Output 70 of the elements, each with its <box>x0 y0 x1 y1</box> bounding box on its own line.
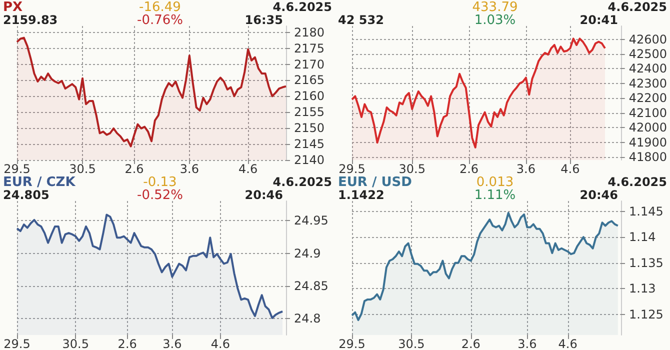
y-tick-label: 24.9 <box>294 246 321 260</box>
annotation: -0.76% <box>137 13 183 28</box>
x-tick-label: 4.6 <box>238 162 258 176</box>
y-tick-label: 2145 <box>294 137 325 152</box>
text: 4.6.2025 <box>608 175 667 189</box>
y-tick-label: 2140 <box>294 153 325 167</box>
y-tick-label: 2165 <box>294 73 325 88</box>
y-tick-label: 41900 <box>628 135 668 150</box>
annotation: -0.52% <box>137 188 183 203</box>
x-tick-label: 30.5 <box>398 337 425 350</box>
y-tick-label: 1.13 <box>629 282 656 296</box>
x-tick-label: 29.5 <box>4 337 30 350</box>
y-tick-label: 2180 <box>294 25 325 40</box>
annotation: 2159.83 <box>3 13 58 27</box>
y-tick-label: 2160 <box>294 89 325 104</box>
chart-title: EUR / CZK <box>3 175 76 190</box>
annotation: 24.805 <box>3 188 50 202</box>
text: -0.13 <box>143 175 177 190</box>
y-tick-label: 42400 <box>628 62 668 76</box>
y-tick-label: 42500 <box>628 46 668 61</box>
y-tick-label: 42600 <box>628 32 668 46</box>
x-tick-label: 3.6 <box>516 162 536 176</box>
x-tick-label: 30.5 <box>398 162 426 176</box>
y-tick-label: 42000 <box>628 120 668 135</box>
annotation: 20:41 <box>580 13 618 27</box>
text: 433.79 <box>472 0 518 15</box>
chart-title: PX <box>3 0 23 15</box>
x-tick-label: 30.5 <box>62 337 89 350</box>
y-tick-label: 24.8 <box>294 312 321 326</box>
y-tick-label: 2175 <box>294 41 325 56</box>
text: -16.49 <box>139 0 181 15</box>
x-tick-label: 3.6 <box>518 337 537 350</box>
text: 4.6.2025 <box>608 0 667 14</box>
x-tick-label: 29.5 <box>338 162 366 176</box>
x-tick-label: 29.5 <box>338 337 366 350</box>
text: 4.6.2025 <box>272 0 332 14</box>
x-tick-label: 2.6 <box>461 337 480 350</box>
annotation: 1.03% <box>474 13 516 28</box>
x-tick-label: 4.6 <box>560 162 580 176</box>
x-tick-label: 2.6 <box>459 162 479 176</box>
annotation: 16:35 <box>244 13 283 27</box>
x-tick-label: 2.6 <box>118 337 137 350</box>
y-tick-label: 42200 <box>628 91 668 106</box>
annotation: 42 532 <box>338 13 384 27</box>
y-tick-label: 1.125 <box>629 307 664 322</box>
annotation: 1.1422 <box>338 188 384 202</box>
text: 0.013 <box>476 175 514 190</box>
x-tick-label: 3.6 <box>162 337 182 350</box>
y-tick-label: 24.85 <box>294 278 328 293</box>
annotation: 1.11% <box>474 188 516 203</box>
y-tick-label: 2150 <box>294 121 325 136</box>
y-tick-label: 1.145 <box>629 204 664 218</box>
x-tick-label: 4.6 <box>210 337 230 350</box>
annotation: 20:46 <box>244 188 283 202</box>
y-tick-label: 42300 <box>628 76 668 90</box>
y-tick-label: 1.135 <box>629 256 664 270</box>
y-tick-label: 2155 <box>294 105 325 120</box>
x-tick-label: 29.5 <box>4 162 30 176</box>
chart-title: EUR / USD <box>338 175 412 190</box>
annotation: 20:46 <box>580 188 618 202</box>
y-tick-label: 42100 <box>628 106 668 120</box>
text: 4.6.2025 <box>272 175 332 189</box>
y-tick-label: 1.14 <box>629 230 656 244</box>
x-tick-label: 30.5 <box>69 162 96 176</box>
y-tick-label: 24.95 <box>294 214 328 228</box>
x-tick-label: 2.6 <box>124 162 144 176</box>
y-tick-label: 2170 <box>294 57 325 72</box>
y-tick-label: 41800 <box>628 150 668 164</box>
x-tick-label: 3.6 <box>180 162 199 176</box>
x-tick-label: 4.6 <box>558 337 578 350</box>
